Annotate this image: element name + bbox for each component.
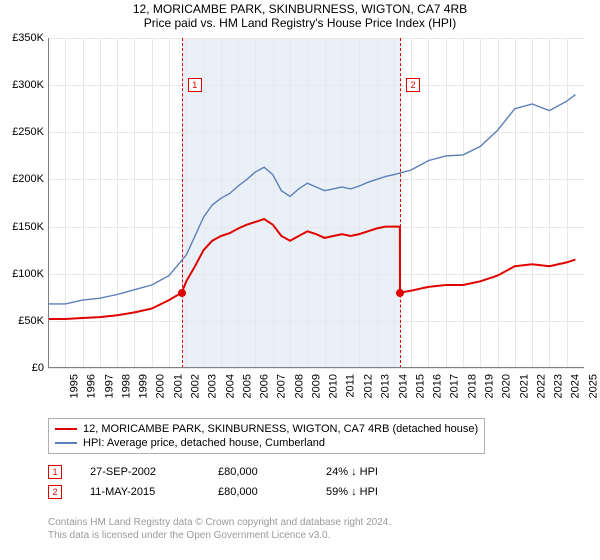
y-tick-label: £200K	[4, 173, 44, 185]
x-tick-label: 2015	[414, 374, 426, 398]
x-tick-label: 2020	[501, 374, 513, 398]
x-tick-label: 2004	[224, 374, 236, 398]
series-svg	[48, 38, 584, 368]
sales-table: 1 27-SEP-2002 £80,000 24% ↓ HPI 2 11-MAY-2015…	[48, 462, 378, 502]
legend-item: HPI: Average price, detached house, Cumb…	[55, 436, 478, 450]
x-tick-label: 2012	[362, 374, 374, 398]
sale-dot	[178, 289, 186, 297]
x-tick-label: 2006	[259, 374, 271, 398]
footer-line-2: This data is licensed under the Open Gov…	[48, 529, 391, 542]
x-tick-label: 2011	[344, 374, 356, 398]
x-tick-label: 1997	[103, 374, 115, 398]
x-tick-label: 2010	[328, 374, 340, 398]
legend-label: HPI: Average price, detached house, Cumb…	[83, 437, 325, 449]
y-tick-label: £300K	[4, 79, 44, 91]
sale-date: 27-SEP-2002	[90, 466, 190, 478]
sale-row: 1 27-SEP-2002 £80,000 24% ↓ HPI	[48, 462, 378, 482]
x-tick-label: 2014	[397, 374, 409, 398]
x-tick-label: 2024	[570, 374, 582, 398]
legend: 12, MORICAMBE PARK, SKINBURNESS, WIGTON,…	[48, 418, 485, 454]
y-tick-label: £250K	[4, 126, 44, 138]
title-main: 12, MORICAMBE PARK, SKINBURNESS, WIGTON,…	[0, 2, 600, 16]
x-tick-label: 2008	[293, 374, 305, 398]
sale-dot	[396, 289, 404, 297]
x-tick-label: 2019	[483, 374, 495, 398]
x-tick-label: 2023	[553, 374, 565, 398]
sale-date: 11-MAY-2015	[90, 486, 190, 498]
x-tick-label: 2013	[380, 374, 392, 398]
y-tick-label: £100K	[4, 268, 44, 280]
y-tick-label: £350K	[4, 32, 44, 44]
y-tick-label: £50K	[4, 315, 44, 327]
x-tick-label: 1996	[86, 374, 98, 398]
footer-attribution: Contains HM Land Registry data © Crown c…	[48, 516, 391, 542]
x-tick-label: 2001	[172, 374, 184, 398]
x-tick-label: 1998	[120, 374, 132, 398]
sale-row-marker: 2	[48, 485, 62, 499]
sale-row-marker: 1	[48, 465, 62, 479]
plot-area: £0£50K£100K£150K£200K£250K£300K£350K1995…	[48, 38, 584, 368]
x-tick-label: 2009	[311, 374, 323, 398]
series-property	[48, 219, 575, 319]
chart-container: 12, MORICAMBE PARK, SKINBURNESS, WIGTON,…	[0, 0, 600, 560]
sale-price: £80,000	[218, 486, 298, 498]
x-tick-label: 2003	[207, 374, 219, 398]
y-tick-label: £0	[4, 362, 44, 374]
footer-line-1: Contains HM Land Registry data © Crown c…	[48, 516, 391, 529]
x-tick-label: 2000	[155, 374, 167, 398]
x-tick-label: 2005	[241, 374, 253, 398]
sale-marker: 1	[188, 78, 202, 92]
sale-price: £80,000	[218, 466, 298, 478]
x-tick-label: 1995	[68, 374, 80, 398]
legend-swatch	[55, 428, 77, 430]
gridline-h	[48, 368, 584, 369]
legend-swatch	[55, 442, 77, 444]
x-tick-label: 2022	[535, 374, 547, 398]
titles: 12, MORICAMBE PARK, SKINBURNESS, WIGTON,…	[0, 0, 600, 30]
sale-delta: 59% ↓ HPI	[326, 486, 378, 498]
sale-row: 2 11-MAY-2015 £80,000 59% ↓ HPI	[48, 482, 378, 502]
x-tick-label: 2025	[587, 374, 599, 398]
y-tick-label: £150K	[4, 221, 44, 233]
sale-delta: 24% ↓ HPI	[326, 466, 378, 478]
x-tick-label: 2002	[190, 374, 202, 398]
x-tick-label: 1999	[138, 374, 150, 398]
legend-label: 12, MORICAMBE PARK, SKINBURNESS, WIGTON,…	[83, 423, 478, 435]
title-sub: Price paid vs. HM Land Registry's House …	[0, 16, 600, 30]
x-tick-label: 2017	[449, 374, 461, 398]
sale-marker: 2	[406, 78, 420, 92]
x-tick-label: 2007	[276, 374, 288, 398]
x-tick-label: 2016	[432, 374, 444, 398]
x-tick-label: 2021	[518, 374, 530, 398]
x-tick-label: 2018	[466, 374, 478, 398]
series-hpi	[48, 95, 575, 304]
legend-item: 12, MORICAMBE PARK, SKINBURNESS, WIGTON,…	[55, 422, 478, 436]
